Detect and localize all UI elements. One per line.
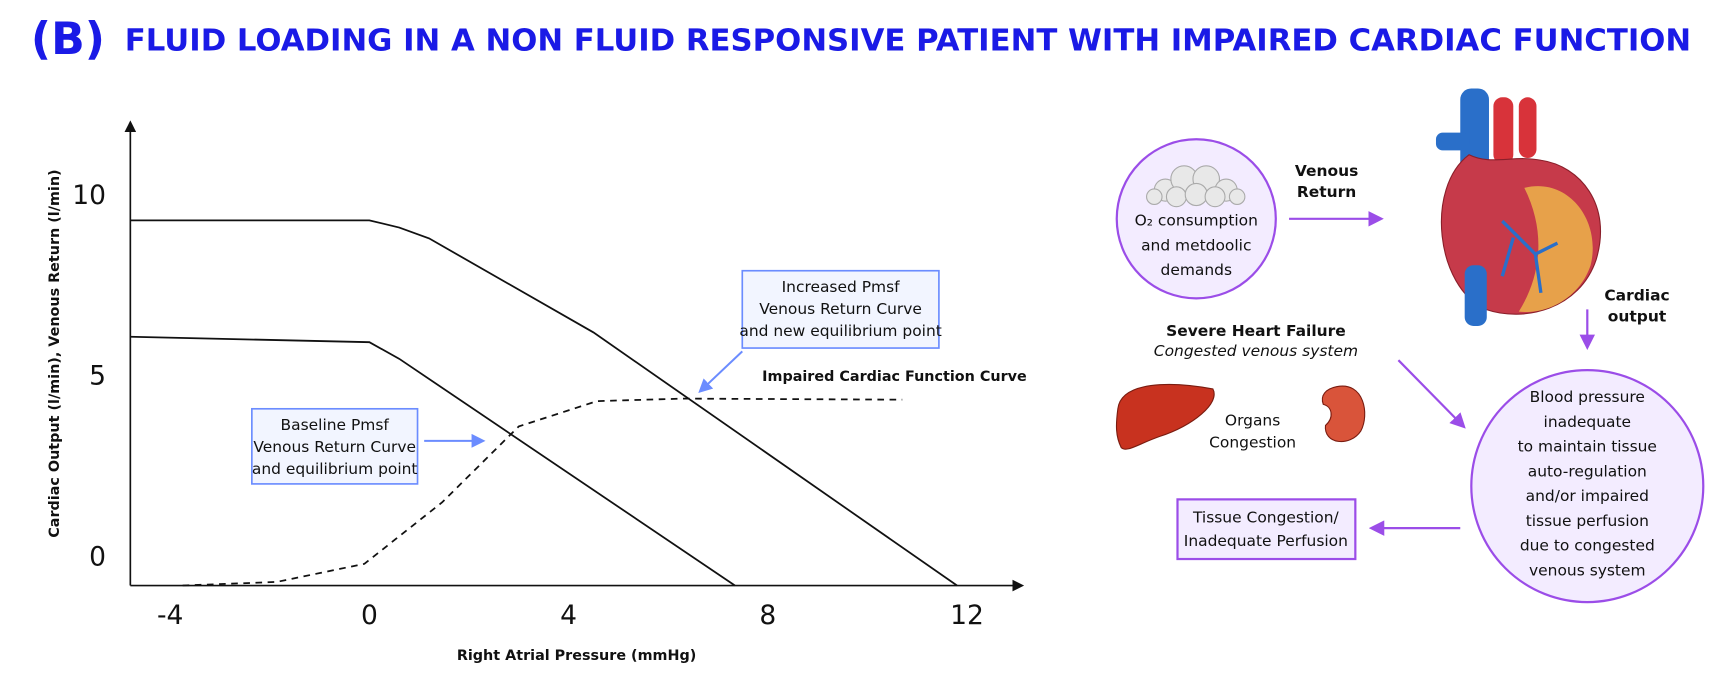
tissue-text: Inadequate Perfusion <box>1184 532 1348 550</box>
x-tick-label: 8 <box>759 600 776 631</box>
cardiac-output-text: output <box>1608 308 1667 326</box>
y-axis-label: Cardiac Output (l/min), Venous Return (l… <box>47 169 63 537</box>
annotation-text: and equilibrium point <box>252 460 418 478</box>
annotation-text: Venous Return Curve <box>759 300 922 318</box>
failure-subtitle: Congested venous system <box>1154 342 1358 360</box>
x-tick-label: -4 <box>157 600 183 631</box>
bp-circle <box>1470 369 1705 604</box>
annotation-text: and new equilibrium point <box>739 322 941 340</box>
organs-text: Organs <box>1225 411 1280 429</box>
annotation-box <box>251 407 419 485</box>
failure-title: Severe Heart Failure <box>1166 322 1346 340</box>
kidney-icon <box>1321 385 1366 443</box>
annotation-box <box>741 269 940 349</box>
annotation-arrow <box>698 350 743 394</box>
demand-text: and metdoolic <box>1141 236 1251 254</box>
annotation-text: Increased Pmsf <box>782 278 901 296</box>
y-tick-label: 0 <box>89 541 106 572</box>
demand-text: demands <box>1161 261 1233 279</box>
annotation-text: Baseline Pmsf <box>281 416 390 434</box>
tissue-box <box>1176 498 1357 561</box>
x-axis-label: Right Atrial Pressure (mmHg) <box>457 648 697 664</box>
demand-text: O₂ consumption <box>1135 212 1258 230</box>
blood-pressure-text: tissue perfusion <box>1526 512 1649 530</box>
series-line <box>130 219 958 587</box>
y-tick-label: 10 <box>72 180 106 211</box>
cardiac-output-text: Cardiac <box>1604 287 1669 305</box>
y-tick-label: 5 <box>89 361 106 392</box>
blood-pressure-text: to maintain tissue <box>1518 438 1657 456</box>
x-tick-label: 4 <box>560 600 577 631</box>
blood-pressure-text: and/or impaired <box>1526 487 1649 505</box>
cloud-icon <box>1146 165 1246 208</box>
blood-pressure-text: venous system <box>1529 561 1646 579</box>
blood-pressure-text: inadequate <box>1544 413 1632 431</box>
diagram-shapes <box>1115 88 1705 604</box>
heart-icon <box>1435 88 1601 326</box>
tissue-text: Tissue Congestion/ <box>1192 509 1340 527</box>
figure-title: FLUID LOADING IN A NON FLUID RESPONSIVE … <box>125 24 1691 59</box>
liver-icon <box>1115 383 1215 450</box>
series-label: Impaired Cardiac Function Curve <box>762 369 1027 385</box>
venous-return-text: Return <box>1297 183 1356 201</box>
blood-pressure-text: due to congested <box>1520 537 1655 555</box>
series-line <box>130 335 736 587</box>
organs-text: Congestion <box>1209 434 1296 452</box>
annotation-text: Venous Return Curve <box>253 438 416 456</box>
blood-pressure-text: Blood pressure <box>1530 388 1645 406</box>
x-tick-label: 12 <box>950 600 984 631</box>
arrow <box>1397 359 1466 429</box>
panel-label: (B) <box>31 14 105 65</box>
venous-return-text: Venous <box>1295 162 1358 180</box>
blood-pressure-text: auto-regulation <box>1528 462 1647 480</box>
x-tick-label: 0 <box>361 600 378 631</box>
demand-circle <box>1115 138 1277 300</box>
